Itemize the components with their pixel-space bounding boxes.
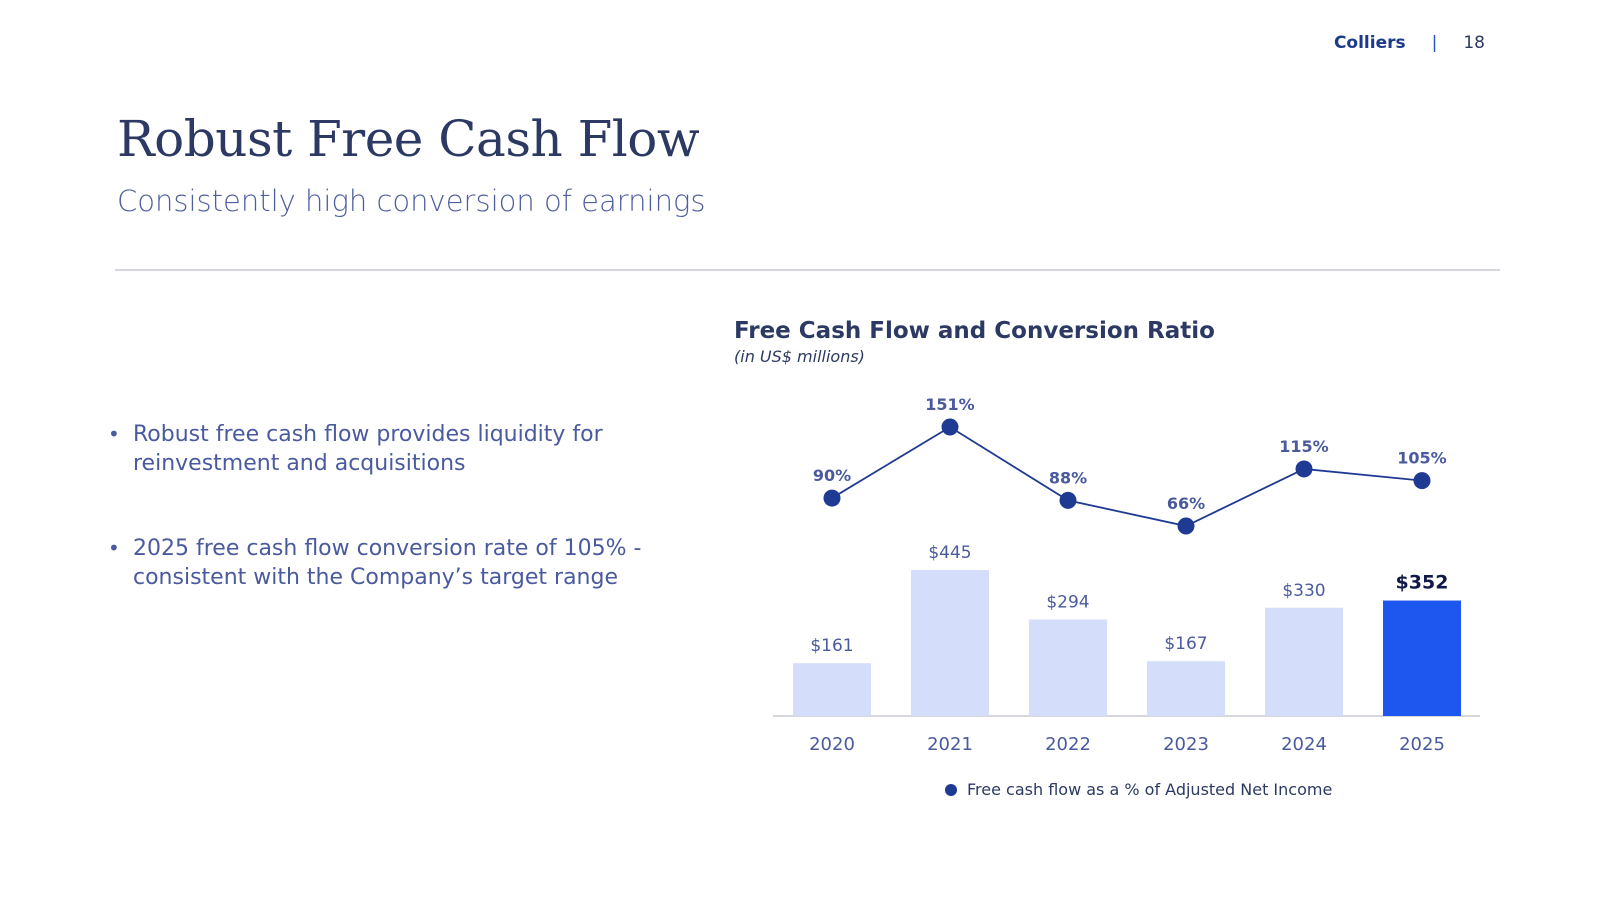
bar-value-label: $445 — [928, 543, 971, 563]
legend-label: Free cash flow as a % of Adjusted Net In… — [967, 780, 1333, 799]
bar-2025 — [1383, 600, 1461, 716]
brand-name: Colliers — [1333, 33, 1406, 53]
chart-title: Free Cash Flow and Conversion Ratio — [734, 318, 1215, 344]
x-tick-label: 2024 — [1281, 734, 1327, 755]
conversion-point-2022 — [1059, 491, 1077, 509]
bar-value-label: $352 — [1396, 572, 1449, 594]
bar-value-label: $294 — [1046, 593, 1089, 613]
conversion-label: 151% — [925, 395, 974, 414]
x-tick-label: 2020 — [809, 734, 855, 755]
bar-2023 — [1147, 661, 1225, 716]
bar-value-label: $161 — [810, 636, 853, 656]
conversion-line — [831, 425, 1423, 527]
bar-2022 — [1029, 619, 1107, 716]
conversion-label: 66% — [1167, 494, 1205, 513]
x-tick-label: 2021 — [927, 734, 973, 755]
conversion-point-2021 — [941, 418, 959, 436]
conversion-label: 105% — [1397, 449, 1446, 468]
conversion-point-2025 — [1413, 472, 1431, 490]
header-brand: Colliers | 18 — [1334, 33, 1485, 53]
conversion-label: 90% — [813, 466, 851, 485]
page-title: Robust Free Cash Flow — [117, 110, 700, 168]
bar-2024 — [1265, 607, 1343, 716]
legend-marker — [945, 783, 957, 796]
chart-units: (in US$ millions) — [734, 347, 865, 366]
page-number: 18 — [1463, 33, 1485, 53]
chart-legend: Free cash flow as a % of Adjusted Net In… — [945, 780, 1332, 799]
conversion-point-2024 — [1295, 460, 1313, 478]
bar-value-label: $330 — [1282, 581, 1325, 601]
x-tick-label: 2022 — [1045, 734, 1091, 755]
bullet-item: Robust free cash flow provides liquidity… — [108, 420, 648, 478]
bar-2020 — [793, 663, 871, 716]
bar-2021 — [911, 570, 989, 716]
page-subtitle: Consistently high conversion of earnings — [117, 184, 706, 218]
conversion-point-2023 — [1177, 517, 1195, 535]
bar-value-label: $167 — [1164, 634, 1207, 654]
bullet-item: 2025 free cash flow conversion rate of 1… — [108, 534, 648, 592]
x-tick-label: 2025 — [1399, 734, 1445, 755]
x-tick-label: 2023 — [1163, 734, 1209, 755]
brand-separator: | — [1431, 33, 1438, 53]
conversion-label: 115% — [1279, 437, 1328, 456]
title-divider — [115, 269, 1500, 271]
conversion-label: 88% — [1049, 468, 1087, 487]
bullet-list: Robust free cash flow provides liquidity… — [108, 420, 648, 648]
conversion-point-2020 — [823, 489, 841, 507]
